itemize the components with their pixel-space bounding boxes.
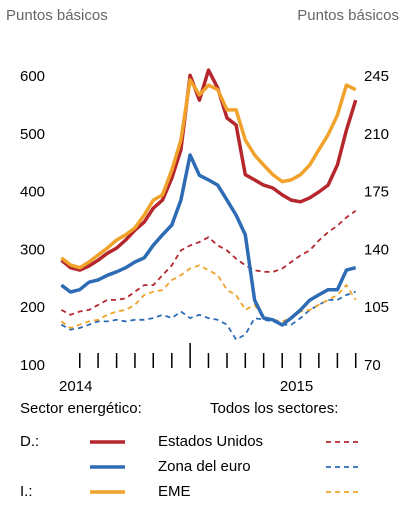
y2-tick-label: 70	[364, 357, 381, 374]
y-tick-label: 100	[20, 357, 45, 374]
y2-tick-label: 210	[364, 126, 389, 143]
y-tick-label: 400	[20, 184, 45, 201]
legend-label: EME	[158, 483, 191, 500]
series-line	[60, 78, 357, 270]
series-line-dashed	[60, 290, 357, 341]
y2-axis-label: Puntos básicos	[297, 7, 399, 24]
series-line-dashed	[60, 210, 357, 316]
y2-tick-label: 245	[364, 68, 389, 85]
y-tick-label: 300	[20, 241, 45, 258]
y2-tick-label: 140	[364, 241, 389, 258]
legend-label: Zona del euro	[158, 458, 251, 475]
legend-axis-note: D.:	[20, 433, 39, 450]
series-line	[60, 68, 358, 272]
y-axis-label: Puntos básicos	[6, 7, 108, 24]
y2-tick-label: 105	[364, 299, 389, 316]
y-tick-label: 200	[20, 299, 45, 316]
x-tick-label: 2015	[280, 378, 313, 395]
x-tick-label: 2014	[59, 378, 92, 395]
legend-column-title: Sector energético:	[20, 400, 142, 417]
y2-tick-label: 175	[364, 184, 389, 201]
y-tick-label: 500	[20, 126, 45, 143]
series-line	[60, 153, 357, 327]
legend-column-title: Todos los sectores:	[210, 400, 338, 417]
y-tick-label: 600	[20, 68, 45, 85]
legend-axis-note: I.:	[20, 483, 33, 500]
legend-label: Estados Unidos	[158, 433, 263, 450]
